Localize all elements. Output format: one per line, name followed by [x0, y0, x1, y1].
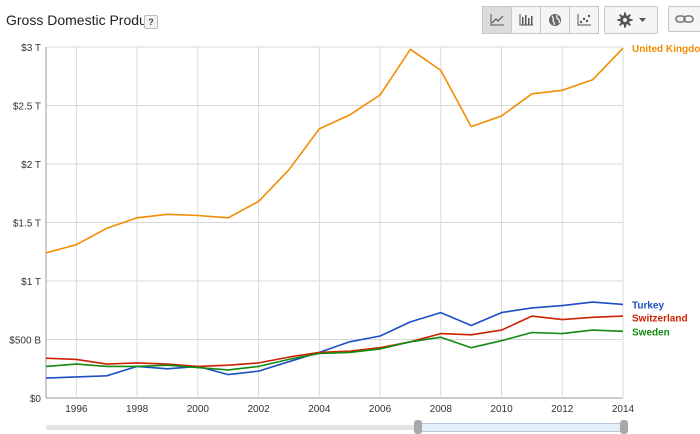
x-tick-label: 2004 [308, 404, 331, 415]
link-icon [675, 15, 694, 23]
series-label[interactable]: Turkey [632, 300, 664, 311]
globe-icon [549, 14, 561, 26]
y-tick-label: $1.5 T [13, 219, 41, 230]
y-tick-label: $500 B [9, 336, 41, 347]
caret-down-icon [638, 18, 646, 22]
slider-end-handle[interactable] [620, 420, 628, 434]
bar-chart-icon [519, 14, 533, 26]
gear-icon [617, 12, 632, 28]
series-line-united-kingdom[interactable] [45, 47, 624, 254]
series-line-sweden[interactable] [45, 329, 624, 371]
slider-track [46, 425, 626, 430]
y-tick-label: $1 T [21, 277, 41, 288]
chart-type-toolbar [482, 6, 599, 34]
x-tick-label: 2008 [430, 404, 453, 415]
series-label[interactable]: Sweden [632, 327, 670, 338]
series-label[interactable]: United Kingdom [632, 44, 700, 55]
y-tick-label: $3 T [21, 43, 41, 54]
settings-button[interactable] [604, 6, 658, 34]
gdp-line-chart: $0 $500 B $1 T $1.5 T $2 T $2.5 T $3 T 1996 1998… [9, 43, 700, 415]
link-button[interactable] [668, 6, 700, 32]
y-tick-label: $2.5 T [13, 102, 41, 113]
page-title: Gross Domestic Product [6, 12, 158, 28]
x-tick-label: 2010 [490, 404, 513, 415]
time-range-slider[interactable] [46, 420, 628, 434]
y-tick-label: $0 [30, 394, 42, 405]
slider-selected-range[interactable] [418, 423, 626, 432]
x-tick-label: 1996 [65, 404, 88, 415]
x-tick-label: 1998 [126, 404, 149, 415]
x-tick-label: 2000 [187, 404, 210, 415]
x-tick-label: 2014 [612, 404, 635, 415]
x-tick-label: 2006 [369, 404, 392, 415]
help-button[interactable]: ? [144, 15, 158, 29]
x-tick-label: 2002 [247, 404, 270, 415]
series-line-switzerland[interactable] [45, 315, 624, 368]
scatter-chart-button[interactable] [569, 6, 599, 34]
scatter-chart-icon [577, 14, 591, 26]
line-chart-icon [490, 14, 504, 26]
y-tick-label: $2 T [21, 160, 41, 171]
bar-chart-button[interactable] [511, 6, 541, 34]
x-tick-label: 2012 [551, 404, 574, 415]
series-label[interactable]: Switzerland [632, 313, 688, 324]
slider-start-handle[interactable] [414, 420, 422, 434]
